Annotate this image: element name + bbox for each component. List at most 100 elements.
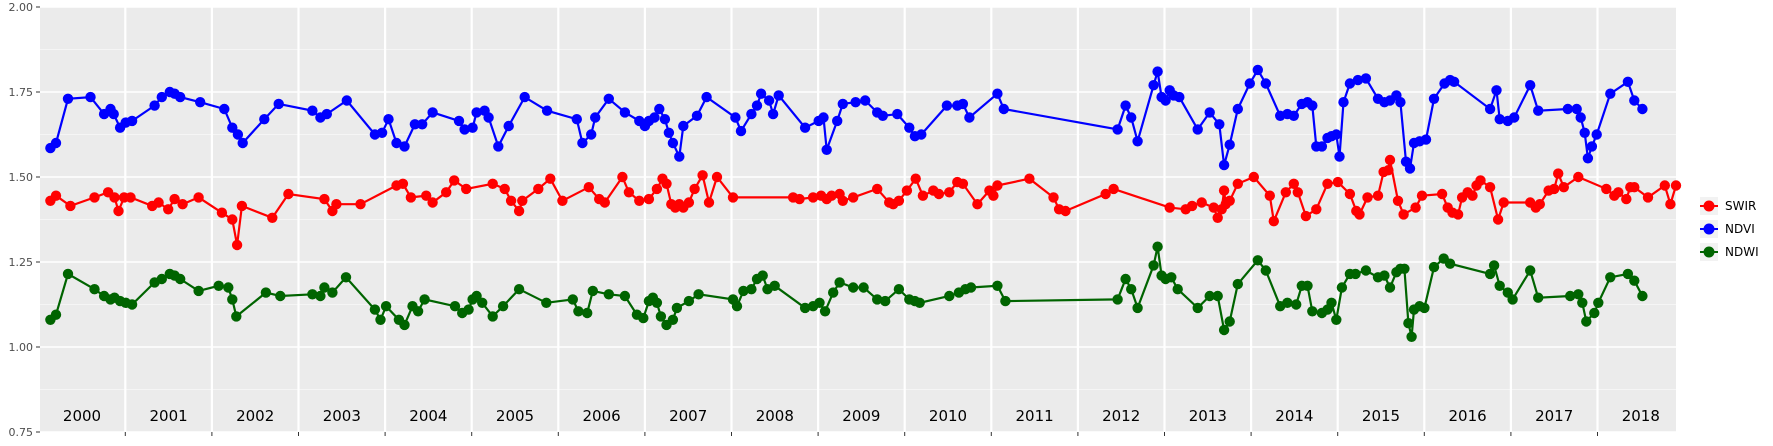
data-point-ndwi <box>1399 263 1410 274</box>
year-label: 2006 <box>583 407 621 425</box>
data-point-ndvi <box>1120 100 1131 111</box>
data-point-ndvi <box>678 120 689 132</box>
data-point-ndvi <box>1484 103 1496 115</box>
data-point-ndvi <box>659 114 671 125</box>
data-point-ndvi <box>916 129 927 140</box>
data-point-ndvi <box>1252 64 1264 76</box>
data-point-ndwi <box>1152 241 1163 252</box>
data-point-swir <box>1642 192 1654 203</box>
data-point-swir <box>427 197 438 208</box>
data-point-swir <box>1100 188 1111 200</box>
data-point-swir <box>1311 204 1322 215</box>
data-point-swir <box>689 183 700 195</box>
data-point-swir <box>517 195 528 206</box>
data-point-ndvi <box>837 98 848 110</box>
data-point-ndvi <box>1126 112 1137 123</box>
data-point-swir <box>449 175 460 186</box>
data-point-ndwi <box>1212 290 1223 302</box>
data-point-swir <box>643 193 655 205</box>
data-point-swir <box>1659 180 1671 191</box>
data-point-ndvi <box>821 144 832 155</box>
data-point-ndwi <box>992 280 1003 291</box>
data-point-ndvi <box>1334 151 1345 162</box>
data-point-swir <box>837 195 848 206</box>
data-point-ndvi <box>1571 103 1582 115</box>
data-point-ndwi <box>1629 275 1640 286</box>
legend-key-swir <box>1703 200 1715 212</box>
data-point-ndvi <box>730 112 741 123</box>
data-point-swir <box>125 192 136 203</box>
data-point-ndvi <box>964 112 975 123</box>
data-point-swir <box>236 200 248 212</box>
data-point-ndvi <box>1395 97 1406 108</box>
data-point-ndwi <box>1488 260 1500 271</box>
data-point-ndwi <box>1428 261 1440 273</box>
data-point-swir <box>1549 183 1560 195</box>
data-point-swir <box>1212 212 1223 223</box>
year-label: 2017 <box>1535 407 1573 425</box>
data-point-ndwi <box>477 297 488 308</box>
data-point-swir <box>193 192 204 203</box>
legend-key-ndwi <box>1703 246 1715 258</box>
data-point-ndvi <box>1232 103 1244 115</box>
data-point-ndwi <box>757 270 768 281</box>
data-point-ndvi <box>941 100 953 111</box>
data-point-ndvi <box>850 97 861 108</box>
data-point-swir <box>1452 209 1464 220</box>
data-point-ndvi <box>259 114 270 125</box>
data-point-ndvi <box>541 105 553 116</box>
data-point-swir <box>421 190 432 201</box>
data-point-ndvi <box>1575 112 1586 123</box>
data-point-ndwi <box>156 273 167 285</box>
data-point-ndvi <box>175 91 186 103</box>
data-point-swir <box>1186 200 1198 212</box>
data-point-ndwi <box>638 312 649 324</box>
data-point-ndwi <box>1406 331 1417 342</box>
data-point-ndwi <box>1384 282 1396 293</box>
data-point-swir <box>1410 202 1421 213</box>
data-point-swir <box>1362 192 1373 203</box>
data-point-ndvi <box>1491 85 1502 96</box>
data-point-ndvi <box>773 90 784 101</box>
data-point-ndwi <box>799 302 811 314</box>
data-point-ndwi <box>573 306 584 317</box>
data-point-ndvi <box>1533 105 1544 116</box>
data-point-ndwi <box>1218 324 1230 336</box>
data-point-ndwi <box>683 295 695 307</box>
data-point-swir <box>65 200 76 212</box>
year-label: 2004 <box>409 407 447 425</box>
data-point-swir <box>727 192 739 203</box>
data-point-ndwi <box>1112 294 1123 305</box>
data-point-swir <box>1060 205 1071 217</box>
data-point-swir <box>1268 216 1280 227</box>
data-point-swir <box>163 204 174 215</box>
data-point-swir <box>1224 195 1235 206</box>
year-label: 2008 <box>756 407 794 425</box>
data-point-swir <box>910 173 921 184</box>
data-point-ndvi <box>467 122 478 133</box>
data-point-swir <box>1208 202 1219 213</box>
data-point-swir <box>1372 190 1384 201</box>
data-point-ndwi <box>965 282 977 293</box>
legend-label-ndwi: NDWI <box>1725 245 1759 259</box>
data-point-swir <box>231 239 243 251</box>
data-point-ndvi <box>493 141 504 152</box>
year-label: 2014 <box>1275 407 1313 425</box>
data-point-ndvi <box>1288 110 1300 122</box>
data-point-swir <box>267 212 278 223</box>
data-point-ndwi <box>89 284 100 295</box>
data-point-swir <box>1024 173 1035 184</box>
data-point-swir <box>872 183 883 195</box>
data-point-ndwi <box>1403 318 1414 329</box>
data-point-ndwi <box>1232 278 1244 290</box>
data-point-swir <box>1292 187 1304 198</box>
data-point-swir <box>661 178 672 189</box>
data-point-swir <box>397 178 409 189</box>
data-point-ndwi <box>1331 314 1342 325</box>
data-point-swir <box>1573 171 1584 183</box>
data-point-ndwi <box>175 273 186 285</box>
data-point-ndvi <box>1494 114 1505 125</box>
data-point-ndvi <box>663 127 675 138</box>
year-label: 2003 <box>323 407 361 425</box>
